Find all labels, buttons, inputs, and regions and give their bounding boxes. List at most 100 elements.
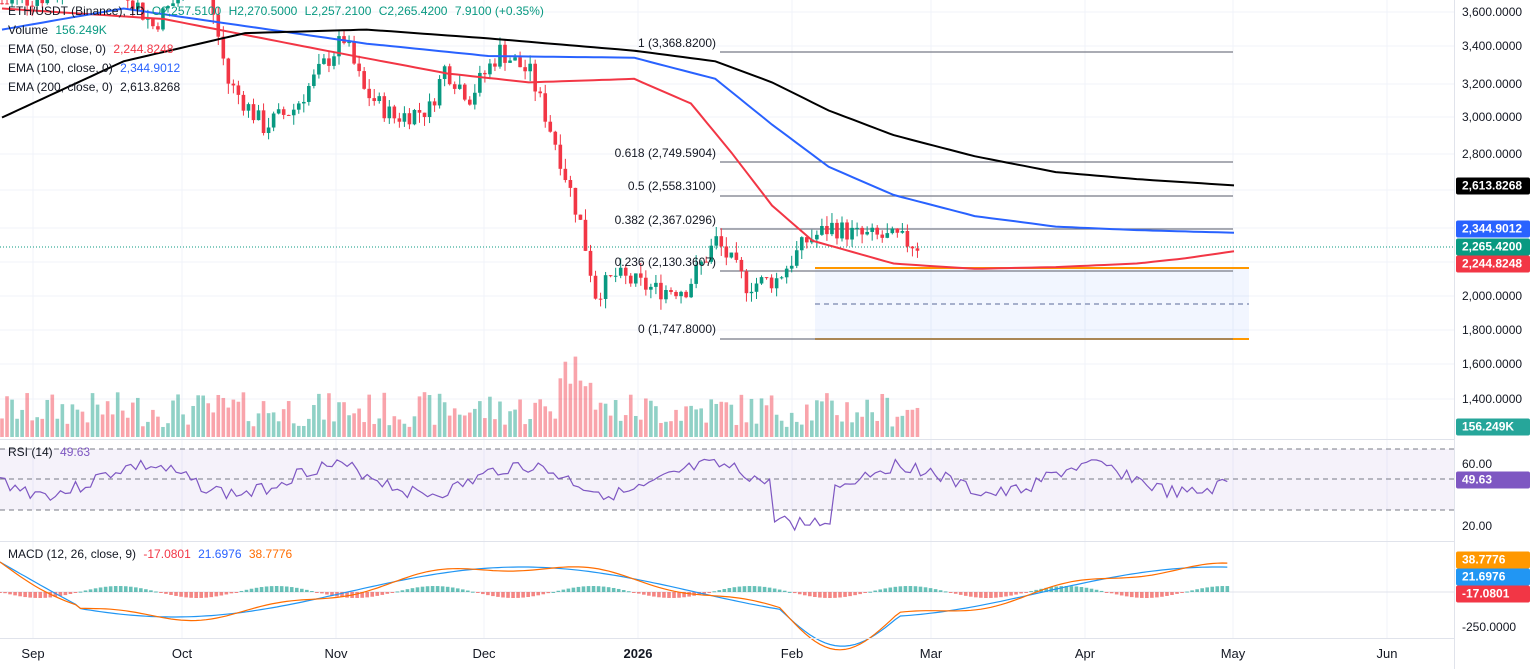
volume-bar xyxy=(573,356,578,437)
volume-bar xyxy=(332,421,336,437)
rsi-pane[interactable] xyxy=(0,448,1454,532)
candle-body xyxy=(719,236,724,247)
macd-hist-bar xyxy=(1124,592,1129,597)
candle-body xyxy=(769,277,774,289)
macd-hist-bar xyxy=(345,592,349,598)
price-tick: 3,200.0000 xyxy=(1462,77,1523,91)
volume-bar xyxy=(276,421,281,437)
candle-body xyxy=(674,292,678,297)
ema50-value: 2,244.8248 xyxy=(113,42,174,56)
candle-body xyxy=(166,6,170,9)
candle-body xyxy=(744,271,749,294)
macd-hist-bar xyxy=(556,590,561,592)
volume-bar xyxy=(654,406,658,437)
macd-hist-bar xyxy=(1044,587,1049,592)
volume-bar xyxy=(342,402,346,437)
candle-body xyxy=(347,41,351,44)
volume-bar xyxy=(196,395,200,437)
candle-body xyxy=(407,113,412,125)
candle-body xyxy=(684,291,688,298)
macd-hist-bar xyxy=(657,592,661,598)
date-tick: May xyxy=(1220,646,1246,661)
symbol-row[interactable]: ETH/USDT (Binance), 1D O2,257.5100 H2,27… xyxy=(8,2,548,21)
volume-bar xyxy=(915,407,920,437)
candle-body xyxy=(478,72,482,93)
macd-hist-bar xyxy=(591,586,596,592)
macd-hist-bar xyxy=(898,586,903,592)
volume-bar xyxy=(161,426,165,437)
macd-hist-bar xyxy=(833,592,837,598)
macd-hist-bar xyxy=(144,589,148,592)
volume-bar xyxy=(794,421,799,437)
macd-hist-bar xyxy=(526,592,530,598)
macd-hist-bar xyxy=(1129,592,1134,598)
macd-hist-bar xyxy=(204,592,209,598)
ema200-row[interactable]: EMA (200, close, 0) 2,613.8268 xyxy=(8,78,548,97)
volume-bar xyxy=(392,416,397,437)
volume-bar xyxy=(402,423,407,437)
ema100-row[interactable]: EMA (100, close, 0) 2,344.9012 xyxy=(8,59,548,78)
macd-hist-bar xyxy=(476,592,480,593)
ema200-label: EMA (200, close, 0) xyxy=(8,80,113,94)
pane-separator[interactable] xyxy=(0,541,1454,542)
volume-bar xyxy=(890,426,895,437)
macd-hist-bar xyxy=(868,591,872,593)
volume-bar xyxy=(850,422,854,437)
macd-legend[interactable]: MACD (12, 26, close, 9) -17.0801 21.6976… xyxy=(8,545,296,564)
candle-body xyxy=(734,252,739,260)
macd-hist-bar xyxy=(601,586,606,592)
volume-bar xyxy=(895,416,900,437)
candle-body xyxy=(412,109,417,125)
volume-bar xyxy=(251,426,256,437)
ema50-row[interactable]: EMA (50, close, 0) 2,244.8248 xyxy=(8,40,548,59)
candle-body xyxy=(452,84,457,89)
macd-hist-bar xyxy=(471,591,475,593)
volume-bar xyxy=(286,401,291,437)
rsi-value: 49.63 xyxy=(60,445,91,459)
candle-body xyxy=(754,283,759,292)
volume-tag: 156.249K xyxy=(1456,418,1530,436)
candle-body xyxy=(845,222,849,240)
symbol-label[interactable]: ETH/USDT (Binance), 1D xyxy=(8,4,145,18)
fib-level-0618-label: 0.618 (2,749.5904) xyxy=(614,146,716,160)
candle-body xyxy=(729,252,734,258)
candle-body xyxy=(704,261,708,263)
candle-body xyxy=(794,250,799,266)
candle-body xyxy=(764,277,769,279)
rsi-legend[interactable]: RSI (14) 49.63 xyxy=(8,443,94,462)
candle-body xyxy=(457,84,462,89)
price-axis[interactable] xyxy=(1454,0,1536,669)
volume-bar xyxy=(810,420,814,437)
volume-row[interactable]: Volume 156.249K xyxy=(8,21,548,40)
range-box[interactable] xyxy=(815,267,1249,340)
date-tick: Sep xyxy=(21,646,45,661)
fibonacci-retracement[interactable] xyxy=(0,51,1454,340)
macd-hist-bar xyxy=(415,587,420,592)
macd-hist-bar xyxy=(8,592,12,595)
macd-hist-bar xyxy=(88,589,93,592)
macd-pane[interactable] xyxy=(0,561,1454,651)
volume-bar xyxy=(90,393,95,437)
pane-separator[interactable] xyxy=(0,439,1454,440)
ema-line-1 xyxy=(1,7,1235,234)
volume-bar xyxy=(35,417,40,437)
volume-bar xyxy=(337,402,341,437)
volume-bar xyxy=(598,402,603,437)
volume-bar xyxy=(367,394,371,437)
volume-bar xyxy=(754,423,759,437)
volume-bar xyxy=(171,400,175,437)
volume-bar xyxy=(513,409,517,437)
macd-hist-bar xyxy=(828,592,832,598)
volume-bar xyxy=(307,418,311,437)
candle-body xyxy=(528,63,532,72)
macd-hist-bar xyxy=(1064,586,1069,592)
volume-bar xyxy=(156,416,160,437)
candle-body xyxy=(462,84,467,100)
ema50-label: EMA (50, close, 0) xyxy=(8,42,107,56)
volume-bar xyxy=(55,418,60,437)
candle-body xyxy=(437,79,442,106)
candle-body xyxy=(5,3,9,5)
candle-body xyxy=(377,96,382,102)
macd-hist-bar xyxy=(239,590,244,592)
